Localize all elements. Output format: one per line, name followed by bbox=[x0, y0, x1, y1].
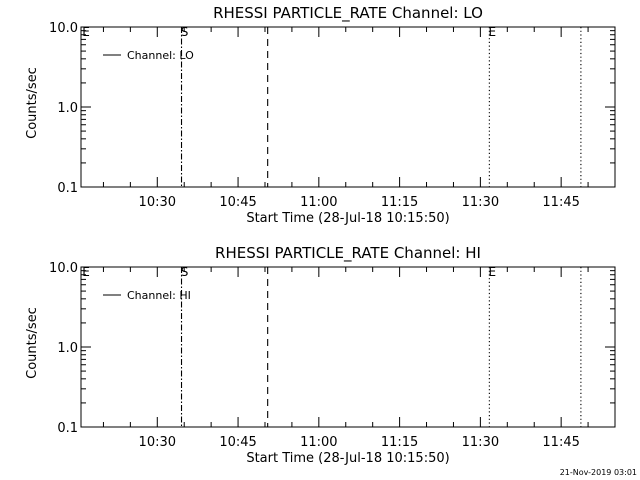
y-tick-label: 1.0 bbox=[57, 341, 78, 356]
x-tick-label: 10:30 bbox=[139, 195, 176, 210]
chart-title: RHESSI PARTICLE_RATE Channel: HI bbox=[215, 244, 481, 263]
event-marker-label: E bbox=[489, 25, 497, 39]
x-tick-label: 11:15 bbox=[381, 435, 418, 450]
legend-label: Channel: LO bbox=[127, 49, 194, 62]
x-axis-label: Start Time (28-Jul-18 10:15:50) bbox=[246, 211, 449, 226]
x-axis-label: Start Time (28-Jul-18 10:15:50) bbox=[246, 451, 449, 466]
y-axis-label: Counts/sec bbox=[25, 67, 40, 139]
y-tick-label: 0.1 bbox=[57, 421, 78, 436]
y-tick-label: 10.0 bbox=[49, 21, 78, 36]
y-tick-label: 0.1 bbox=[57, 181, 78, 196]
x-tick-label: 11:15 bbox=[381, 195, 418, 210]
legend-label: Channel: HI bbox=[127, 289, 191, 302]
x-tick-label: 11:30 bbox=[462, 435, 499, 450]
footer-timestamp: 21-Nov-2019 03:01 bbox=[560, 468, 637, 477]
y-tick-label: 10.0 bbox=[49, 261, 78, 276]
event-marker-label: E bbox=[489, 265, 497, 279]
x-tick-label: 11:00 bbox=[300, 435, 337, 450]
y-tick-label: 1.0 bbox=[57, 101, 78, 116]
event-marker-label: S bbox=[181, 25, 189, 39]
event-marker-label: S bbox=[181, 265, 189, 279]
event-marker-label: E bbox=[82, 25, 90, 39]
x-tick-label: 10:45 bbox=[219, 195, 256, 210]
event-marker-label: E bbox=[82, 265, 90, 279]
x-tick-label: 11:45 bbox=[542, 195, 579, 210]
y-axis-label: Counts/sec bbox=[25, 307, 40, 379]
x-tick-label: 11:30 bbox=[462, 195, 499, 210]
x-tick-label: 11:00 bbox=[300, 195, 337, 210]
chart-title: RHESSI PARTICLE_RATE Channel: LO bbox=[213, 4, 483, 23]
x-tick-label: 11:45 bbox=[542, 435, 579, 450]
x-tick-label: 10:30 bbox=[139, 435, 176, 450]
x-tick-label: 10:45 bbox=[219, 435, 256, 450]
